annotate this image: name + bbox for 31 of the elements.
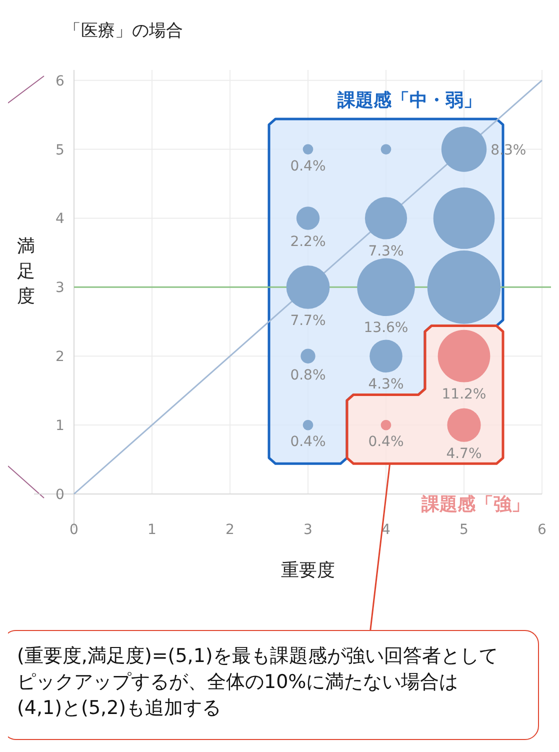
annotation: 0.8% xyxy=(290,367,326,384)
x-tick-label: 0 xyxy=(70,522,78,538)
x-tick-label: 1 xyxy=(148,522,156,538)
annotation: 0.4% xyxy=(290,434,326,450)
y-tick-label: 6 xyxy=(56,73,65,90)
text: 課題感「強」 xyxy=(420,494,530,515)
annotation: 4.7% xyxy=(446,446,482,462)
y-tick-label: 3 xyxy=(56,280,64,296)
y-tick-label: 0 xyxy=(56,487,64,503)
x-tick-label: 5 xyxy=(460,522,468,538)
annotation: 7.3% xyxy=(368,243,404,260)
annotation: 13.6% xyxy=(364,320,408,336)
annotation: 4.3% xyxy=(368,376,404,393)
x-tick-label: 4 xyxy=(382,522,391,538)
text: (重要度,満足度)=(5,1)を最も課題感が強い回答者としてピックアップするが、全体の10%に満たない場合は(4,1)と(5,2)も追加する xyxy=(16,644,499,721)
annotation: 7.7% xyxy=(290,312,326,329)
annotation: 11.2% xyxy=(442,386,486,402)
x-tick-label: 6 xyxy=(538,522,547,538)
y-tick-label: 2 xyxy=(56,349,64,366)
y-axis-title: 満足度 xyxy=(17,236,35,307)
series-label: 課題感「中・弱」 xyxy=(336,90,482,111)
y-tick-label: 1 xyxy=(56,418,64,434)
annotation: 0.4% xyxy=(368,434,404,450)
x-axis-title: 重要度 xyxy=(281,560,335,581)
x-tick-label: 3 xyxy=(304,522,312,538)
chart-title: 「医療」の場合 xyxy=(64,21,183,41)
y-tick-label: 4 xyxy=(56,211,65,228)
y-tick-label: 5 xyxy=(56,142,64,158)
x-tick-label: 2 xyxy=(226,522,234,538)
annotation: 2.2% xyxy=(290,234,326,250)
annotation: 0.4% xyxy=(290,158,326,174)
